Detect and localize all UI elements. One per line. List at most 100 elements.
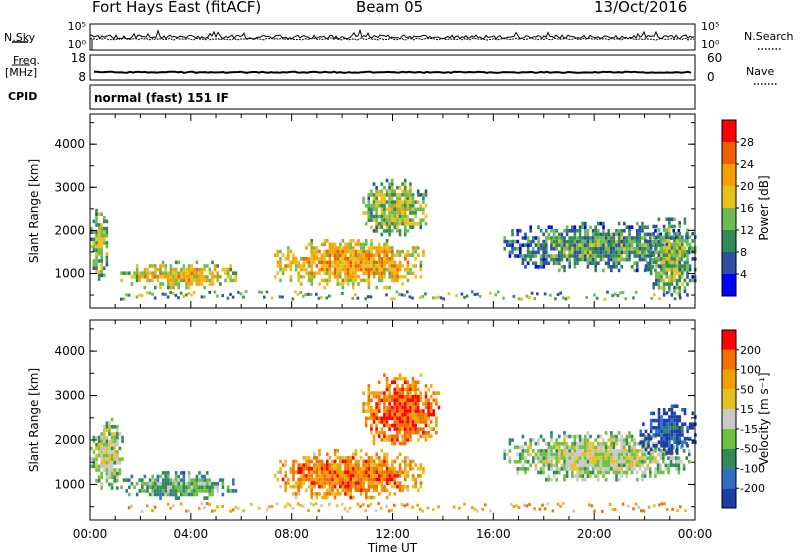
data-cell [573, 243, 577, 247]
data-cell [560, 467, 564, 471]
data-cell [424, 412, 428, 417]
data-cell [426, 506, 430, 510]
data-cell [180, 267, 183, 272]
data-cell [380, 474, 384, 478]
data-cell [388, 257, 391, 261]
data-cell [294, 481, 298, 485]
data-cell [657, 440, 661, 444]
data-cell [396, 430, 399, 435]
data-cell [398, 423, 402, 428]
data-cell [617, 477, 621, 482]
power-colorbar-swatch [722, 120, 736, 142]
data-cell [406, 391, 410, 395]
data-cell [591, 463, 595, 468]
data-cell [211, 489, 214, 493]
data-cell [552, 239, 556, 244]
data-cell [594, 254, 597, 258]
data-cell [156, 278, 160, 283]
y-tick-label: 1000 [54, 267, 85, 281]
data-cell [670, 224, 674, 229]
data-cell [370, 246, 373, 250]
data-cell [390, 193, 394, 197]
data-cell [302, 481, 306, 485]
data-cell [563, 250, 566, 255]
data-cell [341, 285, 345, 290]
data-cell [555, 477, 558, 482]
data-cell [640, 509, 643, 513]
data-cell [576, 441, 579, 446]
data-cell [167, 474, 170, 479]
data-cell [660, 436, 663, 441]
data-cell [315, 470, 319, 475]
data-cell [560, 452, 564, 457]
data-cell [325, 296, 328, 300]
data-cell [417, 253, 420, 257]
data-cell [625, 247, 629, 251]
data-cell [594, 445, 597, 450]
data-cell [602, 445, 605, 450]
data-cell [224, 278, 227, 283]
data-cell [414, 405, 417, 410]
data-cell [550, 452, 553, 457]
data-cell [589, 250, 592, 255]
data-cell [409, 416, 412, 421]
data-cell [187, 471, 191, 475]
data-cell [560, 243, 564, 247]
data-cell [211, 275, 214, 279]
data-cell [670, 415, 674, 419]
data-cell [385, 438, 389, 442]
data-cell [328, 278, 332, 283]
data-cell [362, 278, 365, 283]
data-cell [346, 260, 350, 265]
data-cell [378, 257, 381, 261]
data-cell [352, 484, 355, 489]
data-cell [372, 267, 376, 272]
data-cell [326, 474, 329, 478]
data-cell [411, 211, 415, 215]
data-cell [385, 456, 389, 460]
data-cell [390, 203, 394, 208]
data-cell [664, 467, 668, 471]
data-cell [401, 264, 404, 268]
data-cell [388, 185, 391, 190]
data-cell [375, 271, 378, 275]
data-cell [349, 474, 352, 478]
data-cell [213, 275, 217, 279]
data-cell [297, 271, 300, 275]
data-cell [300, 477, 303, 482]
data-cell [344, 246, 347, 250]
data-cell [503, 452, 506, 457]
data-cell [691, 426, 695, 430]
data-cell [362, 405, 365, 410]
data-cell [302, 260, 306, 265]
data-cell [677, 229, 681, 233]
data-cell [673, 404, 676, 408]
data-cell [403, 427, 407, 431]
data-cell [516, 239, 519, 244]
data-cell [565, 225, 569, 229]
data-cell [398, 405, 402, 410]
data-cell [528, 503, 531, 506]
data-cell [116, 475, 119, 479]
data-cell [103, 230, 106, 234]
data-cell [615, 438, 618, 442]
data-cell [657, 285, 661, 290]
data-cell [584, 229, 587, 233]
data-cell [378, 267, 381, 272]
data-cell [294, 470, 298, 475]
data-cell [216, 278, 219, 283]
data-cell [328, 481, 332, 485]
data-cell [372, 470, 376, 475]
data-cell [655, 224, 658, 229]
data-cell [625, 459, 629, 464]
data-cell [563, 467, 566, 471]
data-cell [401, 398, 404, 403]
data-cell [336, 267, 339, 272]
data-cell [578, 225, 582, 229]
data-cell [380, 448, 384, 453]
data-cell [578, 257, 582, 262]
data-cell [617, 229, 621, 233]
data-cell [647, 444, 650, 448]
data-cell [654, 243, 657, 247]
data-cell [670, 429, 674, 434]
